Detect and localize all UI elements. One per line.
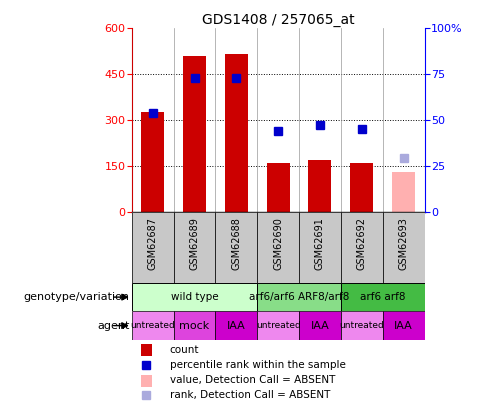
Text: IAA: IAA (227, 321, 245, 330)
Text: count: count (170, 345, 199, 355)
Bar (308, 160, 331, 211)
Bar (174, 311, 215, 340)
Bar (215, 311, 257, 340)
Text: GSM62693: GSM62693 (399, 217, 408, 270)
Bar (257, 211, 299, 283)
Bar (174, 211, 215, 283)
Text: wild type: wild type (171, 292, 218, 302)
Text: GSM62688: GSM62688 (231, 217, 242, 270)
Text: untreated: untreated (130, 321, 175, 330)
Bar (215, 211, 257, 283)
Text: genotype/variation: genotype/variation (24, 292, 130, 302)
Bar (257, 283, 341, 311)
Bar (299, 311, 341, 340)
Text: arf6 arf8: arf6 arf8 (360, 292, 406, 302)
Title: GDS1408 / 257065_at: GDS1408 / 257065_at (202, 13, 354, 27)
Text: IAA: IAA (311, 321, 329, 330)
Bar (350, 163, 373, 211)
Bar (183, 56, 206, 211)
Text: percentile rank within the sample: percentile rank within the sample (170, 360, 346, 370)
Text: GSM62687: GSM62687 (148, 217, 158, 270)
Text: agent: agent (97, 321, 130, 330)
Bar (341, 311, 383, 340)
Bar (132, 283, 257, 311)
Bar (341, 211, 383, 283)
Bar (266, 163, 290, 211)
Text: rank, Detection Call = ABSENT: rank, Detection Call = ABSENT (170, 390, 330, 401)
Bar (132, 211, 174, 283)
Bar (132, 311, 174, 340)
Bar (383, 311, 425, 340)
Bar (141, 375, 152, 387)
Text: value, Detection Call = ABSENT: value, Detection Call = ABSENT (170, 375, 335, 385)
Bar (392, 172, 415, 211)
Bar (141, 112, 164, 211)
Text: GSM62692: GSM62692 (357, 217, 367, 270)
Text: arf6/arf6 ARF8/arf8: arf6/arf6 ARF8/arf8 (249, 292, 349, 302)
Text: GSM62690: GSM62690 (273, 217, 283, 270)
Text: IAA: IAA (394, 321, 413, 330)
Bar (257, 311, 299, 340)
Text: untreated: untreated (340, 321, 384, 330)
Text: GSM62689: GSM62689 (189, 217, 200, 270)
Bar (225, 54, 248, 211)
Bar (383, 211, 425, 283)
Text: untreated: untreated (256, 321, 301, 330)
Bar (299, 211, 341, 283)
Text: GSM62691: GSM62691 (315, 217, 325, 270)
Bar (341, 283, 425, 311)
Bar (141, 344, 152, 356)
Text: mock: mock (180, 321, 210, 330)
